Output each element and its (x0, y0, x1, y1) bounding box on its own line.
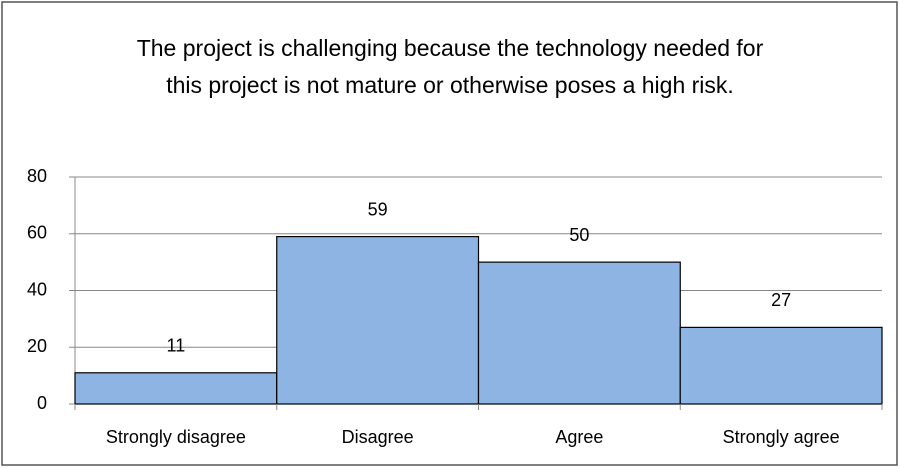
data-label: 59 (368, 199, 388, 219)
y-tick-label: 60 (27, 223, 47, 243)
chart-title: The project is challenging because the t… (136, 35, 764, 98)
data-label: 11 (167, 336, 186, 356)
data-label: 27 (771, 290, 791, 310)
y-tick-label: 40 (27, 279, 47, 299)
bar (276, 235, 480, 405)
y-tick-label: 0 (37, 393, 47, 413)
x-tick-label: Disagree (342, 427, 414, 447)
bar (74, 372, 278, 405)
bar (477, 261, 681, 405)
x-tick-label: Strongly agree (723, 427, 840, 447)
data-label: 50 (569, 225, 589, 245)
x-tick-label: Agree (555, 427, 603, 447)
y-tick-label: 20 (27, 336, 47, 356)
bar (679, 326, 883, 405)
y-tick-label: 80 (27, 166, 47, 186)
x-tick-label: Strongly disagree (106, 427, 246, 447)
